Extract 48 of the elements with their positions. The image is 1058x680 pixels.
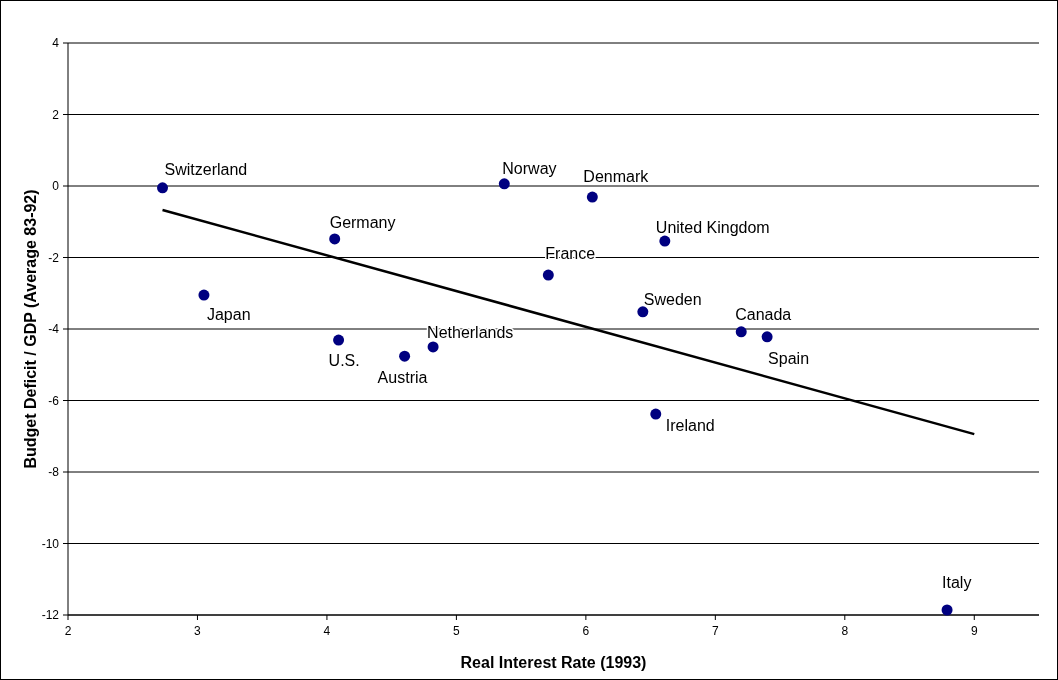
point: [659, 235, 671, 247]
point: [637, 306, 649, 318]
annotation: Netherlands: [427, 323, 514, 341]
y-tick-label: 0: [52, 179, 60, 194]
annotation: Ireland: [665, 417, 715, 435]
point: [333, 334, 345, 346]
annotation: Canada: [735, 305, 792, 323]
annotation: Germany: [329, 213, 396, 231]
point: [941, 604, 953, 616]
point: [427, 341, 439, 353]
point: [198, 289, 210, 301]
x-tick-label: 8: [841, 624, 849, 638]
y-tick-label: -10: [41, 536, 60, 551]
annotation: Austria: [377, 369, 428, 387]
x-axis-title: Real Interest Rate (1993): [460, 654, 647, 671]
x-tick-label: 9: [970, 624, 978, 638]
point: [399, 350, 411, 362]
annotation: Italy: [942, 573, 972, 591]
point: [498, 178, 510, 190]
annotation: Norway: [502, 159, 557, 177]
point: [761, 331, 773, 343]
x-tick-label: 5: [453, 624, 461, 638]
y-tick-label: 4: [52, 36, 60, 51]
point: [542, 269, 554, 281]
point: [157, 182, 169, 194]
x-tick-label: 7: [711, 624, 719, 638]
x-tick-label: 3: [194, 624, 202, 638]
point: [329, 233, 341, 245]
y-tick-label: -6: [48, 393, 60, 408]
y-tick-label: -2: [48, 250, 60, 265]
x-tick-label: 2: [64, 624, 72, 638]
y-tick-label: 2: [52, 107, 60, 122]
point: [586, 191, 598, 203]
annotation: U.S.: [328, 352, 360, 370]
x-tick-label: 4: [323, 624, 331, 638]
y-tick-label: -4: [48, 322, 60, 337]
point: [650, 408, 662, 420]
annotation: Sweden: [643, 290, 702, 308]
annotation: Denmark: [583, 168, 650, 186]
annotation: United Kingdom: [655, 219, 770, 237]
annotation: Spain: [768, 349, 810, 367]
y-tick-label: -12: [41, 608, 60, 623]
y-tick-label: -8: [48, 465, 60, 480]
annotation: Switzerland: [164, 160, 248, 178]
x-tick-label: 6: [582, 624, 590, 638]
annotation: Japan: [206, 306, 251, 324]
y-axis-title: Budget Deficit / GDP (Average 83-92): [22, 189, 39, 469]
point: [735, 326, 747, 338]
